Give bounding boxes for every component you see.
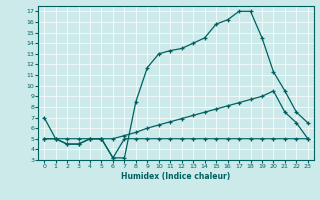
X-axis label: Humidex (Indice chaleur): Humidex (Indice chaleur) [121,172,231,181]
